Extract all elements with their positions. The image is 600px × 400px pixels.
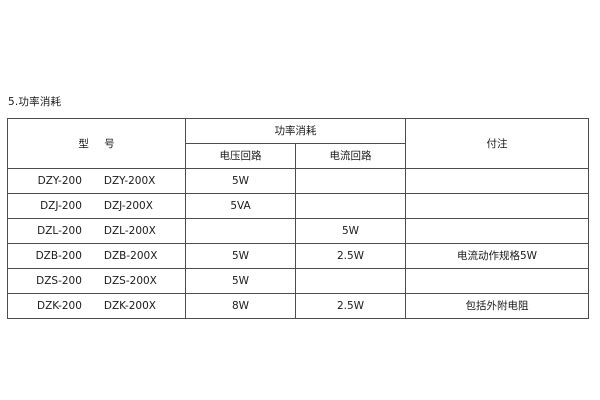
model-pair: DZS-200 DZS-200X <box>9 270 185 293</box>
table-body: 型 号 功率消耗 付注 电压回路 电流回路 DZY-200 DZY-200X <box>7 118 589 319</box>
cell-note <box>405 193 589 219</box>
cell-current-circuit: 2.5W <box>295 243 406 269</box>
table-header-row-primary: 型 号 功率消耗 付注 <box>7 118 589 169</box>
cell-model: DZJ-200 DZJ-200X <box>7 193 186 219</box>
table-row: DZS-200 DZS-200X 5W <box>7 268 589 294</box>
table-header-row-secondary: 电压回路 电流回路 <box>8 143 589 169</box>
cell-model: DZS-200 DZS-200X <box>7 268 186 294</box>
column-header-note: 付注 <box>405 118 589 169</box>
cell-current-circuit: 5W <box>295 218 406 244</box>
model-name-primary: DZS-200 <box>36 275 82 287</box>
cell-voltage-circuit: 5W <box>185 268 296 294</box>
cell-voltage-circuit: 5VA <box>185 193 296 219</box>
model-pair: DZJ-200 DZJ-200X <box>9 195 185 218</box>
model-name-variant: DZS-200X <box>103 275 157 287</box>
table-row: DZL-200 DZL-200X 5W <box>7 218 589 244</box>
cell-voltage-circuit: 5W <box>185 243 296 269</box>
cell-note: 包括外附电阻 <box>405 293 589 319</box>
cell-model: DZY-200 DZY-200X <box>7 168 186 194</box>
model-name-variant: DZJ-200X <box>103 200 153 212</box>
cell-voltage-circuit: 5W <box>185 168 296 194</box>
model-pair: DZB-200 DZB-200X <box>9 245 185 268</box>
cell-note <box>405 168 589 194</box>
column-header-voltage-circuit: 电压回路 <box>185 143 296 169</box>
column-header-current-circuit: 电流回路 <box>295 143 406 169</box>
column-header-model: 型 号 <box>7 118 186 169</box>
table-row: DZJ-200 DZJ-200X 5VA <box>7 193 589 219</box>
cell-current-circuit <box>295 268 406 294</box>
model-name-primary: DZK-200 <box>37 300 82 312</box>
power-consumption-table: 型 号 功率消耗 付注 电压回路 电流回路 DZY-200 DZY-200X <box>7 118 589 319</box>
cell-voltage-circuit: 8W <box>185 293 296 319</box>
table-row: DZK-200 DZK-200X 8W 2.5W 包括外附电阻 <box>7 293 589 319</box>
model-pair: DZK-200 DZK-200X <box>9 295 185 318</box>
cell-model: DZK-200 DZK-200X <box>7 293 186 319</box>
model-pair: DZL-200 DZL-200X <box>9 220 185 243</box>
column-header-model-label: 型 号 <box>78 137 121 150</box>
cell-note <box>405 218 589 244</box>
model-name-primary: DZL-200 <box>37 225 82 237</box>
cell-note: 电流动作规格5W <box>405 243 589 269</box>
model-name-variant: DZB-200X <box>103 250 158 262</box>
cell-current-circuit: 2.5W <box>295 293 406 319</box>
model-name-primary: DZJ-200 <box>40 200 82 212</box>
page-title: 5.功率消耗 <box>8 96 62 108</box>
cell-voltage-circuit <box>185 218 296 244</box>
model-name-variant: DZK-200X <box>103 300 156 312</box>
table-row: DZY-200 DZY-200X 5W <box>7 168 589 194</box>
column-header-power-group: 功率消耗 <box>185 118 406 144</box>
cell-current-circuit <box>295 193 406 219</box>
table-row: DZB-200 DZB-200X 5W 2.5W 电流动作规格5W <box>7 243 589 269</box>
cell-model: DZL-200 DZL-200X <box>7 218 186 244</box>
model-name-primary: DZB-200 <box>35 250 82 262</box>
model-pair: DZY-200 DZY-200X <box>9 170 185 193</box>
cell-current-circuit <box>295 168 406 194</box>
model-name-variant: DZY-200X <box>103 175 156 187</box>
spec-table-container: 型 号 功率消耗 付注 电压回路 电流回路 DZY-200 DZY-200X <box>7 118 589 319</box>
model-name-primary: DZY-200 <box>37 175 82 187</box>
cell-note <box>405 268 589 294</box>
model-name-variant: DZL-200X <box>103 225 156 237</box>
cell-model: DZB-200 DZB-200X <box>7 243 186 269</box>
